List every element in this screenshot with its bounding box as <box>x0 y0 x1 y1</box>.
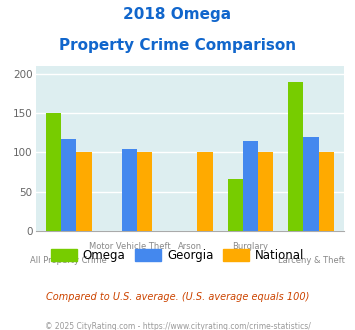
Bar <box>228 179 243 231</box>
Bar <box>319 152 334 231</box>
Bar <box>258 152 273 231</box>
Text: Arson: Arson <box>178 242 202 251</box>
Legend: Omega, Georgia, National: Omega, Georgia, National <box>46 244 309 266</box>
Bar <box>288 82 304 231</box>
Text: All Property Crime: All Property Crime <box>31 256 107 265</box>
Bar <box>46 113 61 231</box>
Text: Burglary: Burglary <box>233 242 268 251</box>
Text: 2018 Omega: 2018 Omega <box>124 7 231 21</box>
Bar <box>243 141 258 231</box>
Bar <box>304 137 319 231</box>
Text: Larceny & Theft: Larceny & Theft <box>278 256 344 265</box>
Bar <box>197 152 213 231</box>
Bar <box>76 152 92 231</box>
Text: © 2025 CityRating.com - https://www.cityrating.com/crime-statistics/: © 2025 CityRating.com - https://www.city… <box>45 322 310 330</box>
Text: Motor Vehicle Theft: Motor Vehicle Theft <box>88 242 170 251</box>
Bar <box>137 152 152 231</box>
Bar <box>61 139 76 231</box>
Bar <box>122 149 137 231</box>
Text: Property Crime Comparison: Property Crime Comparison <box>59 38 296 53</box>
Text: Compared to U.S. average. (U.S. average equals 100): Compared to U.S. average. (U.S. average … <box>46 292 309 302</box>
